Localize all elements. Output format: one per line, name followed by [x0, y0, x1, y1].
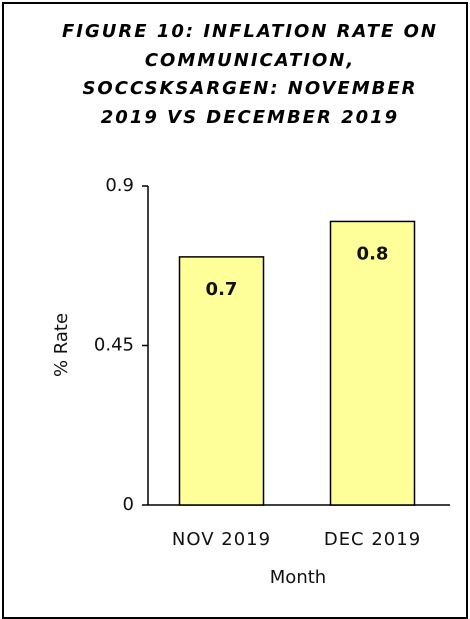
y-tick-label: 0.45	[94, 335, 134, 356]
y-tick-label: 0.9	[105, 175, 134, 196]
x-tick-label: DEC 2019	[324, 529, 421, 550]
bar	[178, 256, 265, 506]
y-tick-label: 0	[123, 494, 134, 515]
chart-title: FIGURE 10: INFLATION RATE ON COMMUNICATI…	[62, 21, 438, 128]
bar	[329, 220, 416, 506]
x-tick-label: NOV 2019	[172, 529, 271, 550]
data-label: 0.8	[357, 243, 389, 264]
data-label: 0.7	[206, 279, 238, 300]
y-axis-title: % Rate	[51, 313, 72, 377]
x-axis-title: Month	[270, 567, 326, 588]
